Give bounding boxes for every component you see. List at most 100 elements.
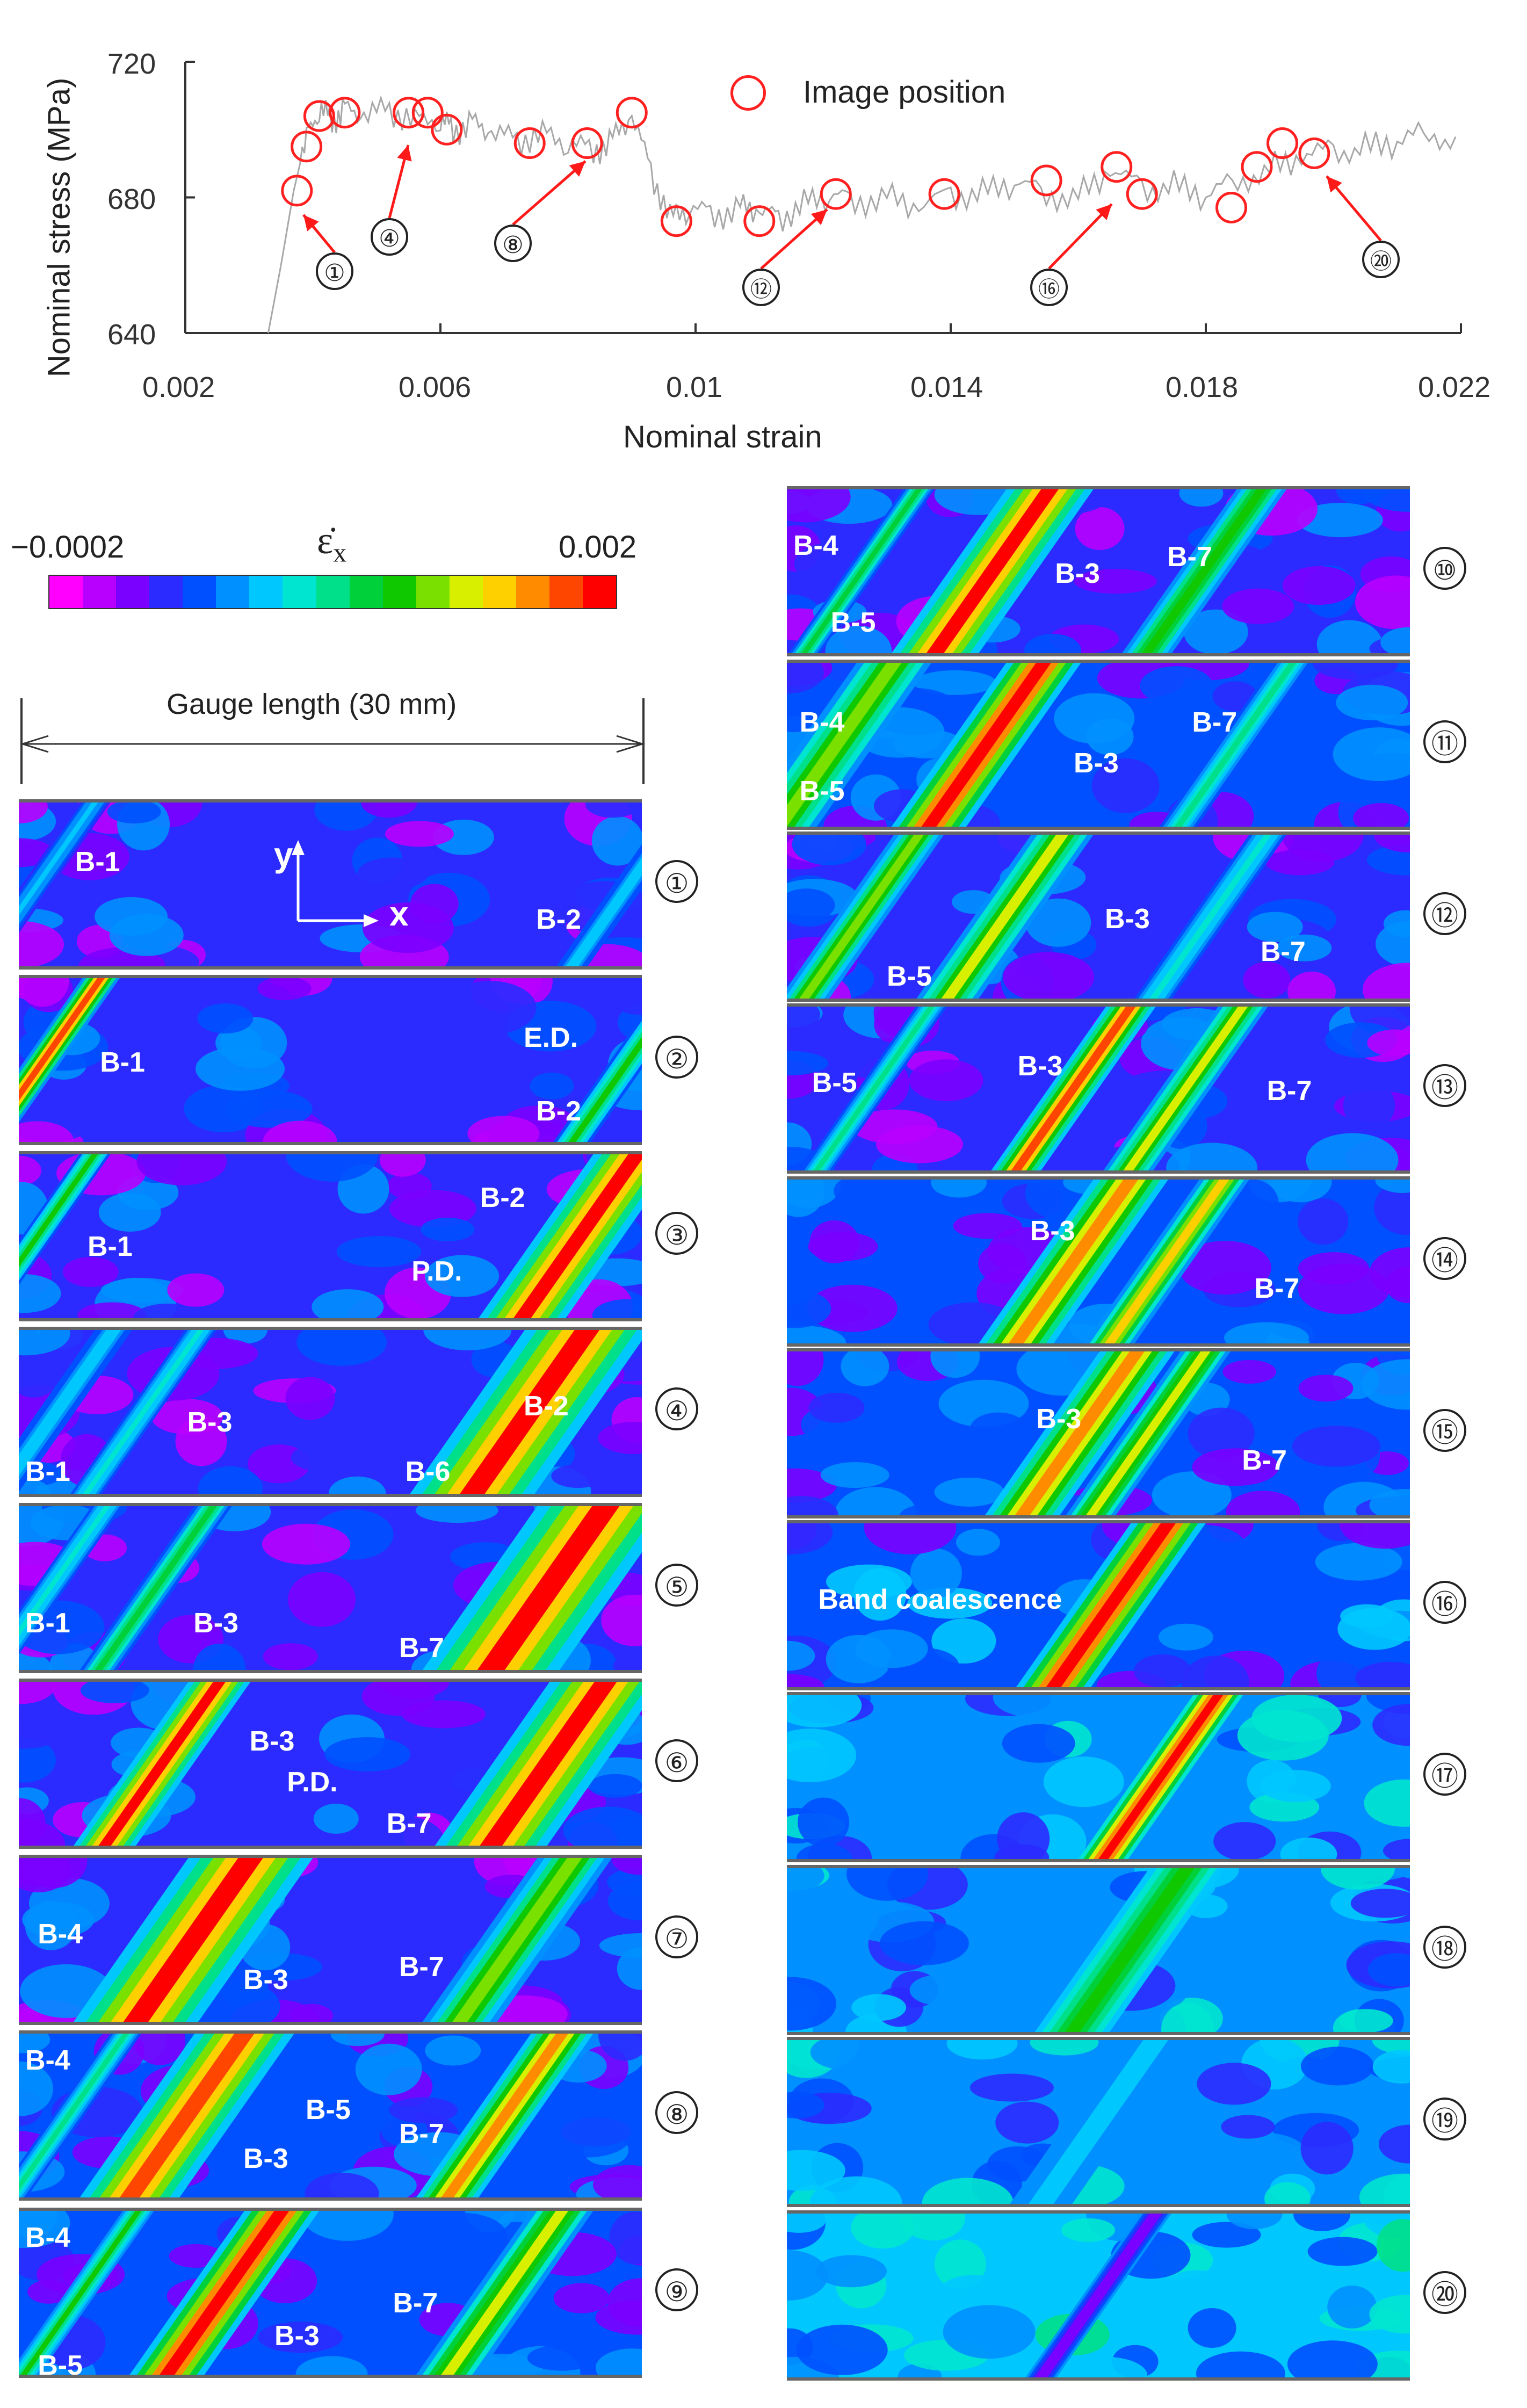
strain-map-panel: B-1 B-2 y x [19,799,642,970]
strain-band [799,835,924,999]
strain-map-field [19,2211,642,2375]
strain-band [1015,1351,1145,1515]
colorbar-min-label: −0.0002 [11,530,125,565]
colorbar-swatch [249,576,283,608]
strain-band [480,1682,617,1846]
image-position-marker [1101,151,1133,183]
strain-band [441,2034,569,2197]
strain-map-field [787,1351,1410,1515]
colorbar-max-label: 0.002 [559,530,637,565]
image-position-marker [431,113,463,146]
x-tick-0.018: 0.018 [1166,371,1239,403]
band-label: B-3 [187,1407,233,1438]
strain-band [19,2034,135,2197]
strain-map-field [787,1868,1410,2032]
band-label: B-4 [25,2222,70,2253]
image-position-marker [1215,191,1247,223]
band-label: B-3 [243,2143,288,2174]
band-label: B-3 [1055,558,1100,589]
band-label: B-7 [1261,936,1306,967]
strain-band [123,1858,263,2022]
strain-band [562,853,642,966]
strain-band [801,489,922,653]
band-label: B-2 [524,1390,569,1422]
strain-band [19,978,113,1112]
image-position-marker [329,97,361,129]
strain-band [477,1506,620,1670]
panel-number: ④ [655,1387,698,1430]
strain-band [19,802,98,916]
colorbar-swatch [283,576,316,608]
strain-band [565,1031,642,1142]
image-position-marker [928,178,960,210]
image-position-marker [291,131,323,163]
colorbar-swatch [83,576,117,608]
band-label: B-5 [830,607,876,639]
colorbar-symbol-main: ε̇ [317,519,334,562]
callout-8: ⑧ [494,225,532,262]
strain-map-field [787,489,1410,653]
strain-band [1149,835,1272,999]
image-position-marker [281,175,313,207]
strain-band [1046,1523,1176,1687]
colorbar-swatch [149,576,183,608]
strain-map-panel [787,1692,1410,1862]
strain-band [19,1154,104,1277]
x-tick-0.014: 0.014 [910,371,983,403]
strain-map-panel: Band coalescence [787,1520,1410,1690]
band-label: B-4 [799,707,845,738]
band-label: B-5 [887,960,932,992]
band-label: B-5 [799,776,845,807]
strain-map-field [19,1506,642,1670]
panel-number: ⑪ [1423,720,1466,763]
colorbar-swatch [116,576,150,608]
colorbar-swatch [416,576,450,608]
colorbar-symbol-sub: x [333,537,347,568]
band-label: B-7 [1242,1444,1287,1476]
strain-map-panel: B-1 B-3 B-6 B-2 [19,1327,642,1497]
colorbar-swatch [382,576,416,608]
strain-band [119,2034,255,2197]
band-label: B-7 [1192,707,1237,738]
colorbar-swatch [49,576,83,608]
band-label: B-3 [1105,903,1150,935]
band-label: B-2 [536,903,581,935]
strain-map-panel: B-1 E.D. B-2 [19,975,642,1145]
callout-arrowhead [303,215,319,232]
stress-strain-line [267,95,1457,334]
legend-label: Image position [803,75,1006,110]
strain-map-field [19,978,642,1142]
image-position-marker [660,205,692,237]
band-label: B-5 [306,2094,351,2125]
band-label: B-7 [399,1951,444,1983]
strain-map-panel [787,2037,1410,2207]
image-position-marker [1126,178,1158,210]
strain-map-field [787,835,1410,999]
colorbar-symbol: ε̇x [317,518,346,568]
strain-band [460,1330,600,1494]
gauge-length-label: Gauge length (30 mm) [167,688,457,720]
callout-4: ④ [371,218,408,256]
strain-band [1034,2040,1162,2204]
strain-band [813,1007,935,1170]
band-label: B-7 [1167,541,1212,573]
y-tick-680: 680 [107,183,156,215]
strain-band [921,663,1051,827]
strain-map-panel: B-3 B-7 [787,1176,1410,1347]
chart-series-line [267,95,1457,334]
strain-map-panel: B-4 B-3 B-7 [19,1855,642,2025]
band-label: B-3 [1074,748,1119,779]
strain-band [1065,1868,1195,2032]
band-label: P.D. [287,1767,338,1798]
strain-map-field [787,1180,1410,1343]
panel-number: ⑨ [655,2268,698,2311]
strain-map-panel: B-1 B-2 P.D. [19,1151,642,1321]
band-label: B-3 [193,1607,238,1639]
strain-band [19,978,109,1107]
callout-arrowhead [810,209,827,226]
panel-number: ⑰ [1423,1752,1466,1796]
panel-number: ⑦ [655,1915,698,1958]
chart-axes [184,61,1462,334]
band-label: B-3 [249,1726,295,1757]
strain-map-field [19,1858,642,2022]
